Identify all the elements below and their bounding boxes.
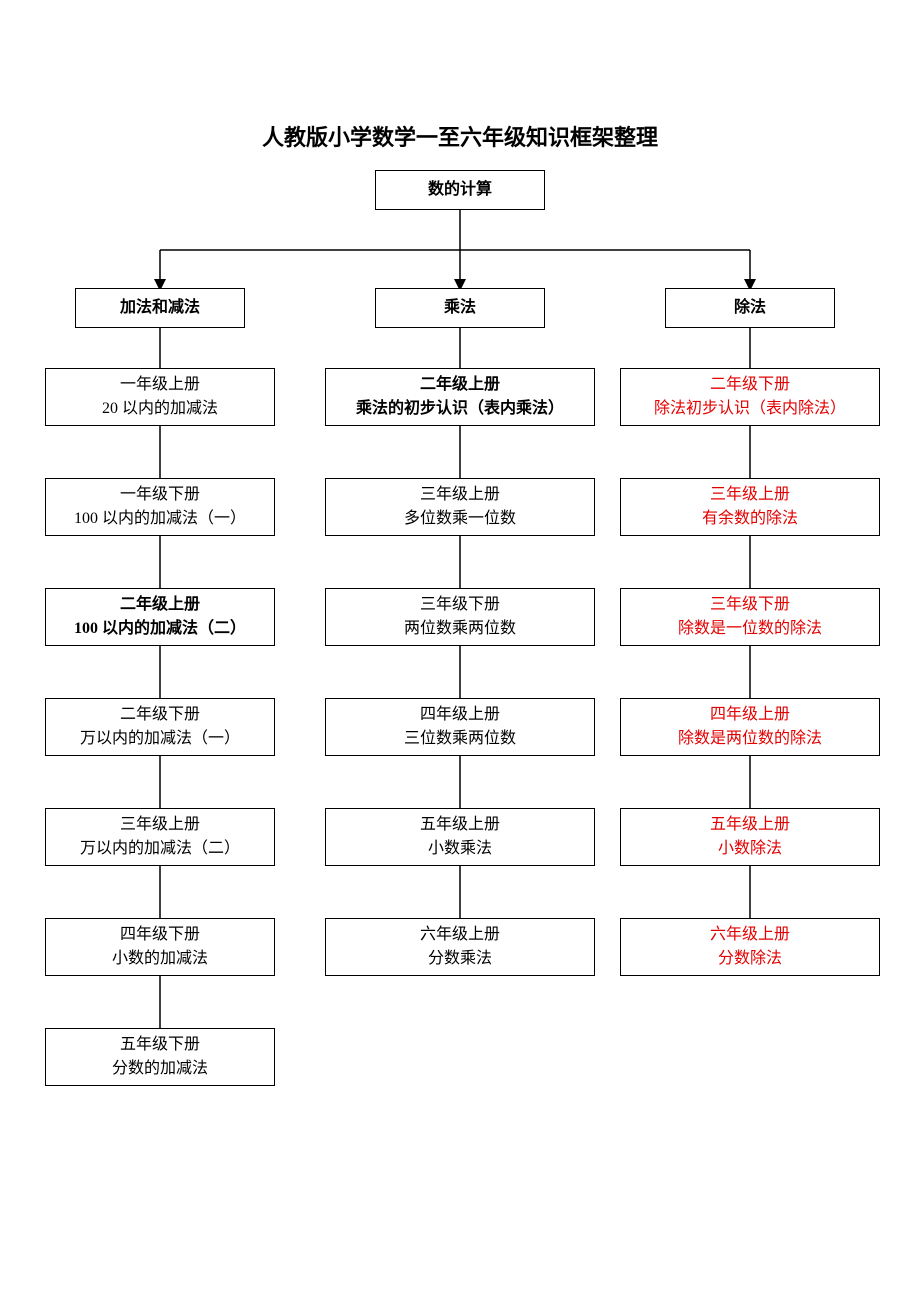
item-topic: 100 以内的加减法（二） bbox=[74, 617, 246, 641]
item-node: 一年级下册100 以内的加减法（一） bbox=[45, 478, 275, 536]
item-node: 五年级上册小数乘法 bbox=[325, 808, 595, 866]
item-topic: 乘法的初步认识（表内乘法） bbox=[356, 397, 564, 421]
item-topic: 100 以内的加减法（一） bbox=[74, 507, 246, 531]
item-node: 四年级上册三位数乘两位数 bbox=[325, 698, 595, 756]
item-topic: 20 以内的加减法 bbox=[102, 397, 218, 421]
item-node: 四年级下册小数的加减法 bbox=[45, 918, 275, 976]
item-grade: 五年级上册 bbox=[420, 813, 500, 837]
item-grade: 三年级下册 bbox=[420, 593, 500, 617]
item-grade: 六年级上册 bbox=[420, 923, 500, 947]
root-node: 数的计算 bbox=[375, 170, 545, 210]
item-grade: 六年级上册 bbox=[710, 923, 790, 947]
item-node: 三年级下册除数是一位数的除法 bbox=[620, 588, 880, 646]
item-node: 三年级上册有余数的除法 bbox=[620, 478, 880, 536]
item-node: 二年级上册100 以内的加减法（二） bbox=[45, 588, 275, 646]
item-topic: 分数乘法 bbox=[428, 947, 492, 971]
item-topic: 三位数乘两位数 bbox=[404, 727, 516, 751]
item-grade: 五年级下册 bbox=[120, 1033, 200, 1057]
item-node: 三年级上册万以内的加减法（二） bbox=[45, 808, 275, 866]
item-topic: 多位数乘一位数 bbox=[404, 507, 516, 531]
branch-label: 除法 bbox=[734, 296, 766, 320]
item-node: 二年级下册除法初步认识（表内除法） bbox=[620, 368, 880, 426]
item-topic: 小数乘法 bbox=[428, 837, 492, 861]
item-grade: 二年级上册 bbox=[120, 593, 200, 617]
item-topic: 小数除法 bbox=[718, 837, 782, 861]
item-node: 四年级上册除数是两位数的除法 bbox=[620, 698, 880, 756]
item-topic: 万以内的加减法（二） bbox=[80, 837, 240, 861]
item-node: 六年级上册分数除法 bbox=[620, 918, 880, 976]
item-grade: 三年级上册 bbox=[120, 813, 200, 837]
item-grade: 一年级上册 bbox=[120, 373, 200, 397]
root-label: 数的计算 bbox=[428, 178, 492, 202]
item-topic: 除法初步认识（表内除法） bbox=[654, 397, 846, 421]
item-topic: 小数的加减法 bbox=[112, 947, 208, 971]
item-topic: 有余数的除法 bbox=[702, 507, 798, 531]
item-grade: 二年级下册 bbox=[710, 373, 790, 397]
item-grade: 二年级下册 bbox=[120, 703, 200, 727]
item-grade: 三年级上册 bbox=[420, 483, 500, 507]
item-node: 二年级下册万以内的加减法（一） bbox=[45, 698, 275, 756]
item-topic: 分数的加减法 bbox=[112, 1057, 208, 1081]
item-node: 五年级上册小数除法 bbox=[620, 808, 880, 866]
item-grade: 三年级下册 bbox=[710, 593, 790, 617]
diagram-page: 人教版小学数学一至六年级知识框架整理 数的计算 加法和减法 乘法 除法 一年级上… bbox=[0, 0, 920, 1302]
item-grade: 四年级上册 bbox=[710, 703, 790, 727]
item-node: 三年级下册两位数乘两位数 bbox=[325, 588, 595, 646]
item-grade: 四年级下册 bbox=[120, 923, 200, 947]
item-node: 三年级上册多位数乘一位数 bbox=[325, 478, 595, 536]
item-grade: 五年级上册 bbox=[710, 813, 790, 837]
branch-header-add-sub: 加法和减法 bbox=[75, 288, 245, 328]
item-topic: 两位数乘两位数 bbox=[404, 617, 516, 641]
item-grade: 三年级上册 bbox=[710, 483, 790, 507]
item-topic: 除数是两位数的除法 bbox=[678, 727, 822, 751]
item-node: 五年级下册分数的加减法 bbox=[45, 1028, 275, 1086]
item-topic: 分数除法 bbox=[718, 947, 782, 971]
item-node: 一年级上册20 以内的加减法 bbox=[45, 368, 275, 426]
branch-label: 加法和减法 bbox=[120, 296, 200, 320]
item-topic: 万以内的加减法（一） bbox=[80, 727, 240, 751]
item-topic: 除数是一位数的除法 bbox=[678, 617, 822, 641]
item-node: 二年级上册乘法的初步认识（表内乘法） bbox=[325, 368, 595, 426]
branch-header-mul: 乘法 bbox=[375, 288, 545, 328]
item-node: 六年级上册分数乘法 bbox=[325, 918, 595, 976]
branch-header-div: 除法 bbox=[665, 288, 835, 328]
item-grade: 四年级上册 bbox=[420, 703, 500, 727]
item-grade: 一年级下册 bbox=[120, 483, 200, 507]
page-title: 人教版小学数学一至六年级知识框架整理 bbox=[0, 120, 920, 152]
branch-label: 乘法 bbox=[444, 296, 476, 320]
item-grade: 二年级上册 bbox=[420, 373, 500, 397]
